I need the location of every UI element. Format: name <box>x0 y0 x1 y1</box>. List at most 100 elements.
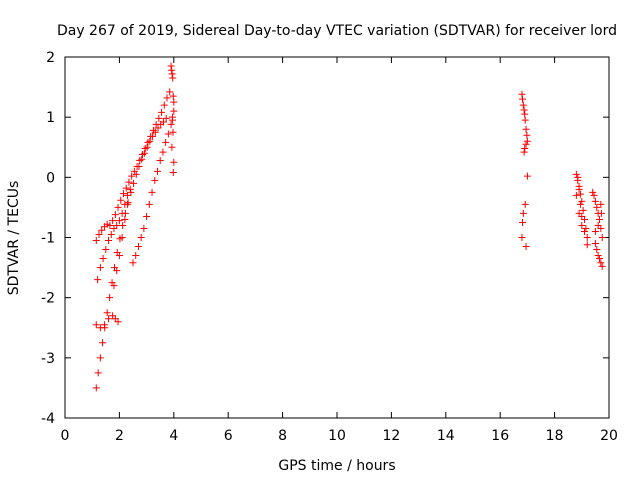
x-tick-label: 12 <box>382 428 400 444</box>
data-point <box>108 279 116 287</box>
data-point <box>146 137 154 145</box>
data-point <box>170 107 178 115</box>
data-point <box>572 191 580 199</box>
series-track-2 <box>92 114 170 392</box>
data-point <box>159 148 167 156</box>
data-point <box>124 200 132 208</box>
data-point <box>168 66 176 74</box>
data-point <box>169 74 177 82</box>
data-point <box>168 116 176 124</box>
data-point <box>167 62 175 70</box>
data-point <box>135 163 143 171</box>
data-point <box>522 140 530 148</box>
data-point <box>578 197 586 205</box>
data-point <box>170 98 178 106</box>
data-point <box>581 227 589 235</box>
data-point <box>95 230 103 238</box>
data-point <box>137 234 145 241</box>
data-point <box>594 252 602 260</box>
data-point <box>132 252 140 260</box>
axis-ticks <box>64 56 610 419</box>
series-track-10 <box>589 188 606 270</box>
data-point <box>520 106 528 114</box>
data-point <box>595 255 603 263</box>
data-point <box>140 224 148 232</box>
data-point <box>519 209 527 217</box>
data-point <box>96 324 104 332</box>
data-point <box>102 246 110 254</box>
data-point <box>130 179 138 187</box>
x-tick-label: 8 <box>278 428 287 444</box>
series-track-6 <box>129 113 176 267</box>
data-point <box>111 211 119 219</box>
x-tick-label: 4 <box>169 428 178 444</box>
data-point <box>593 246 601 254</box>
data-point <box>163 94 171 102</box>
data-point <box>143 143 151 151</box>
data-point <box>158 108 166 116</box>
data-point <box>99 255 107 263</box>
data-point <box>169 169 177 177</box>
data-point <box>160 101 168 109</box>
data-point <box>168 70 176 78</box>
data-point <box>523 131 531 139</box>
data-point <box>518 234 526 241</box>
data-point <box>521 116 529 124</box>
data-point <box>96 264 104 272</box>
data-point <box>110 282 118 290</box>
x-tick-label: 20 <box>600 428 618 444</box>
data-point <box>518 90 526 98</box>
x-tick-label: 10 <box>328 428 346 444</box>
data-point <box>170 158 178 166</box>
data-point <box>114 203 122 211</box>
data-point <box>523 137 531 145</box>
data-point <box>115 252 123 260</box>
data-point <box>149 132 157 140</box>
data-point <box>572 170 580 178</box>
data-point <box>155 114 163 122</box>
data-point <box>594 221 602 229</box>
data-point <box>113 267 121 275</box>
data-point <box>597 259 605 267</box>
data-point <box>132 170 140 178</box>
data-point <box>129 259 137 267</box>
data-point <box>119 221 127 229</box>
data-point <box>590 191 598 199</box>
data-point <box>574 173 582 181</box>
x-tick-label: 18 <box>546 428 564 444</box>
data-point <box>598 234 606 241</box>
data-point <box>168 143 176 151</box>
data-point <box>579 206 587 214</box>
data-point <box>591 197 599 205</box>
x-tick-labels: 0 2 4 6 8 10 12 14 16 18 20 <box>61 428 618 444</box>
data-point <box>118 209 126 217</box>
plot-frame <box>64 56 610 419</box>
data-point <box>92 384 100 392</box>
data-point <box>162 138 170 146</box>
data-point <box>105 315 113 323</box>
data-point <box>124 191 132 199</box>
data-point <box>94 369 102 377</box>
y-tick-label: 0 <box>46 170 55 186</box>
data-point <box>122 184 130 192</box>
data-point <box>159 118 167 126</box>
data-point <box>522 243 530 251</box>
y-tick-label: -2 <box>41 291 55 307</box>
data-point <box>121 215 129 223</box>
data-point <box>106 294 114 302</box>
x-tick-label: 6 <box>224 428 233 444</box>
data-point <box>169 92 177 100</box>
data-point <box>114 318 122 326</box>
series-track-4 <box>92 312 122 332</box>
y-tick-label: 2 <box>46 50 55 66</box>
data-point <box>125 178 133 186</box>
data-point <box>589 188 597 196</box>
data-point <box>520 148 528 156</box>
data-point <box>151 128 159 136</box>
data-point <box>576 200 584 208</box>
data-point <box>144 138 152 146</box>
data-point <box>582 224 590 232</box>
data-point <box>597 209 605 217</box>
chart-title: Day 267 of 2019, Sidereal Day-to-day VTE… <box>57 23 617 39</box>
